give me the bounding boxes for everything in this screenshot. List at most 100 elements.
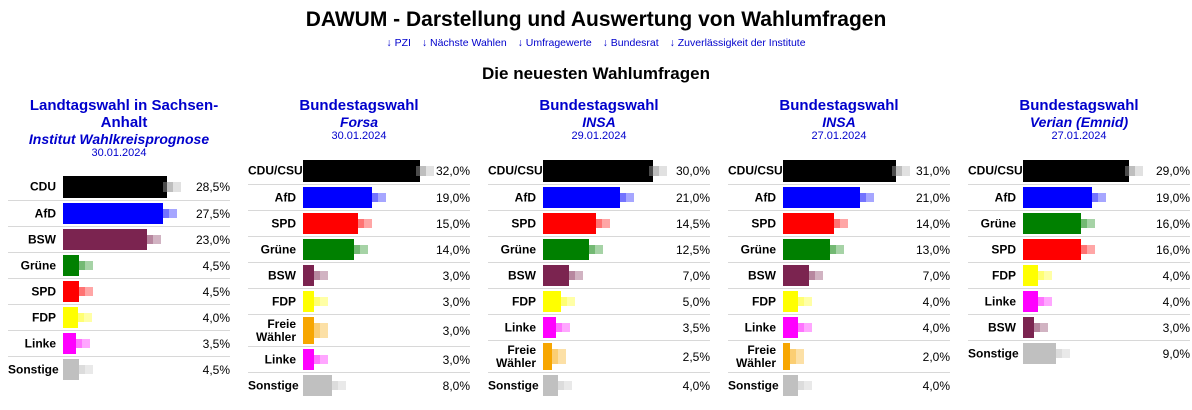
result-bar xyxy=(783,213,835,234)
party-label: Linke xyxy=(264,352,296,366)
party-label: Linke xyxy=(504,320,536,334)
party-label: FDP xyxy=(272,294,296,308)
previous-value-marker xyxy=(142,235,153,244)
party-label: Grüne xyxy=(260,242,296,256)
poll-results: CDU 28,5% AfD 27,5% BSW 23,0% Grüne 4,5% SPD 4,5%… xyxy=(8,174,230,382)
nav-link-reliability[interactable]: ↓ Zuverlässigkeit der Institute xyxy=(669,37,806,49)
result-bar xyxy=(783,265,809,286)
previous-value-marker xyxy=(551,323,562,332)
trend-marker xyxy=(319,297,328,306)
poll-election-link[interactable]: Bundestagswahl xyxy=(539,97,659,114)
trend-marker xyxy=(594,245,603,254)
poll-institute-link[interactable]: Verian (Emnid) xyxy=(1029,114,1129,130)
trend-marker xyxy=(319,355,328,364)
trend-marker xyxy=(1039,323,1048,332)
previous-value-marker xyxy=(309,271,320,280)
result-value: 28,5% xyxy=(195,180,230,194)
previous-value-marker xyxy=(855,193,866,202)
result-value: 13,0% xyxy=(915,242,950,257)
result-value: 5,0% xyxy=(682,294,710,309)
result-row: Linke 3,5% xyxy=(8,330,230,356)
party-label: Sonstige xyxy=(8,362,59,376)
result-value: 21,0% xyxy=(915,190,950,205)
trend-marker xyxy=(796,349,805,364)
result-bar xyxy=(783,239,831,260)
trend-marker xyxy=(1098,193,1107,202)
result-bar xyxy=(63,203,164,224)
result-row: SPD 14,0% xyxy=(728,210,950,236)
previous-value-marker xyxy=(75,287,86,296)
result-row: Grüne 13,0% xyxy=(728,236,950,262)
nav-links: ↓ PZI ↓ Nächste Wahlen ↓ Umfragewerte ↓ … xyxy=(0,37,1192,49)
result-bar xyxy=(783,317,798,338)
party-label: FDP xyxy=(512,294,536,308)
result-bar xyxy=(543,239,589,260)
result-value: 19,0% xyxy=(1155,190,1190,205)
party-label: CDU/CSU xyxy=(728,163,783,178)
result-value: 9,0% xyxy=(1162,346,1190,361)
result-bar xyxy=(783,187,860,208)
poll-institute-link[interactable]: INSA xyxy=(582,114,616,130)
nav-link-pzi[interactable]: ↓ PZI xyxy=(386,37,411,49)
result-row: CDU/CSU 31,0% xyxy=(728,158,950,184)
result-bar xyxy=(543,317,556,338)
result-bar xyxy=(543,291,562,312)
poll-panel: Bundestagswahl Verian (Emnid) 27.01.2024 CD… xyxy=(968,97,1190,364)
result-bar xyxy=(1023,317,1034,338)
trend-marker xyxy=(814,271,823,280)
trend-marker xyxy=(561,323,570,332)
result-row: Linke 4,0% xyxy=(728,314,950,340)
poll-election-link[interactable]: Bundestagswahl xyxy=(299,97,419,114)
result-bar xyxy=(63,281,80,302)
party-label: Grüne xyxy=(20,258,56,272)
result-row: Linke 4,0% xyxy=(968,288,1190,314)
poll-institute-link[interactable]: INSA xyxy=(822,114,856,130)
result-value: 3,0% xyxy=(1162,320,1190,335)
party-label: SPD xyxy=(991,242,1016,256)
result-row: Freie Wähler 3,0% xyxy=(248,314,470,346)
result-row: CDU/CSU 32,0% xyxy=(248,158,470,184)
result-row: AfD 27,5% xyxy=(8,200,230,226)
result-bar xyxy=(783,375,798,396)
poll-panel: Landtagswahl in Sachsen-Anhalt Institut W… xyxy=(8,97,230,380)
party-label: SPD xyxy=(511,216,536,230)
previous-value-marker xyxy=(309,323,320,338)
party-label: FDP xyxy=(32,310,56,324)
poll-date: 29.01.2024 xyxy=(571,130,627,142)
trend-marker xyxy=(836,245,845,254)
party-label: BSW xyxy=(988,320,1016,334)
previous-value-marker xyxy=(892,166,903,176)
party-label: Linke xyxy=(24,336,56,350)
poll-election-link[interactable]: Bundestagswahl xyxy=(1019,97,1139,114)
poll-election-link[interactable]: Landtagswahl in Sachsen-Anhalt xyxy=(29,97,219,131)
trend-marker xyxy=(173,182,182,192)
party-label: FDP xyxy=(992,268,1016,282)
nav-link-bundesrat[interactable]: ↓ Bundesrat xyxy=(602,37,659,49)
trend-marker xyxy=(81,339,90,348)
nav-link-next-elections[interactable]: ↓ Nächste Wahlen xyxy=(421,37,507,49)
poll-date: 30.01.2024 xyxy=(91,147,147,159)
result-bar xyxy=(63,359,80,380)
result-bar xyxy=(1023,239,1082,260)
trend-marker xyxy=(658,166,667,176)
poll-panel: Bundestagswahl INSA 29.01.2024 CDU/CSU 30,0%… xyxy=(488,97,710,396)
trend-marker xyxy=(85,261,94,270)
trend-marker xyxy=(363,219,372,228)
trend-marker xyxy=(319,323,328,338)
result-value: 4,5% xyxy=(202,284,230,299)
result-value: 31,0% xyxy=(915,164,950,178)
result-bar xyxy=(63,176,168,198)
poll-institute-link[interactable]: Forsa xyxy=(339,114,379,130)
result-value: 2,0% xyxy=(922,349,950,364)
poll-election-link[interactable]: Bundestagswahl xyxy=(779,97,899,114)
previous-value-marker xyxy=(309,297,320,306)
result-row: CDU/CSU 29,0% xyxy=(968,158,1190,184)
party-label: BSW xyxy=(748,268,776,282)
result-row: CDU/CSU 30,0% xyxy=(488,158,710,184)
result-row: AfD 21,0% xyxy=(488,184,710,210)
result-row: Linke 3,5% xyxy=(488,314,710,340)
nav-link-poll-values[interactable]: ↓ Umfragewerte xyxy=(517,37,592,49)
trend-marker xyxy=(1134,166,1143,176)
poll-institute-link[interactable]: Institut Wahlkreisprognose xyxy=(28,131,210,147)
result-row: Sonstige 4,5% xyxy=(8,356,230,382)
